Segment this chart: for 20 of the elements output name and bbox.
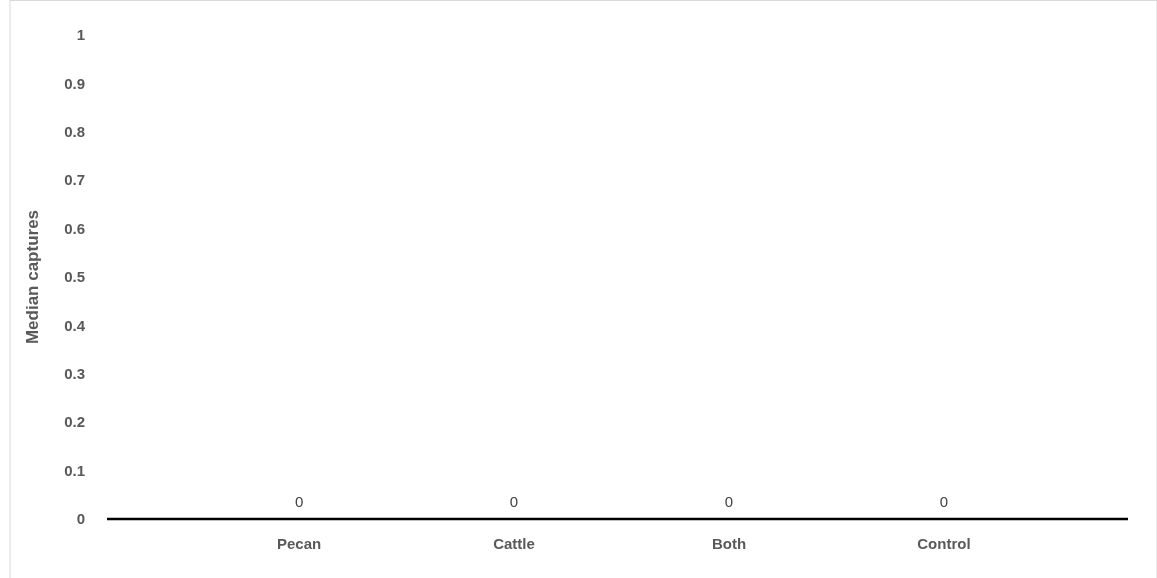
y-axis-title: Median captures (23, 209, 42, 345)
y-tick-label: 1 (76, 26, 85, 44)
y-tick-label: 0.3 (64, 365, 85, 383)
data-label: 0 (509, 493, 519, 510)
data-label: 0 (724, 493, 734, 510)
y-tick-label: 0.6 (64, 219, 85, 237)
data-label: 0 (939, 493, 949, 510)
y-tick-label: 0.9 (64, 74, 85, 92)
x-tick-label: Cattle (493, 535, 535, 552)
y-tick-label: 0.8 (64, 123, 85, 141)
data-label: 0 (294, 493, 304, 510)
y-tick-label: 0.2 (64, 413, 85, 431)
y-tick-label: 0.4 (64, 316, 86, 334)
y-tick-label: 0.5 (64, 268, 85, 286)
y-tick-label: 0.1 (64, 461, 85, 479)
x-tick-label: Both (711, 535, 747, 552)
x-tick-label: Control (917, 535, 971, 552)
y-tick-label: 0.7 (64, 171, 85, 189)
y-tick-label: 0 (76, 510, 85, 528)
x-tick-label: Pecan (276, 535, 322, 552)
